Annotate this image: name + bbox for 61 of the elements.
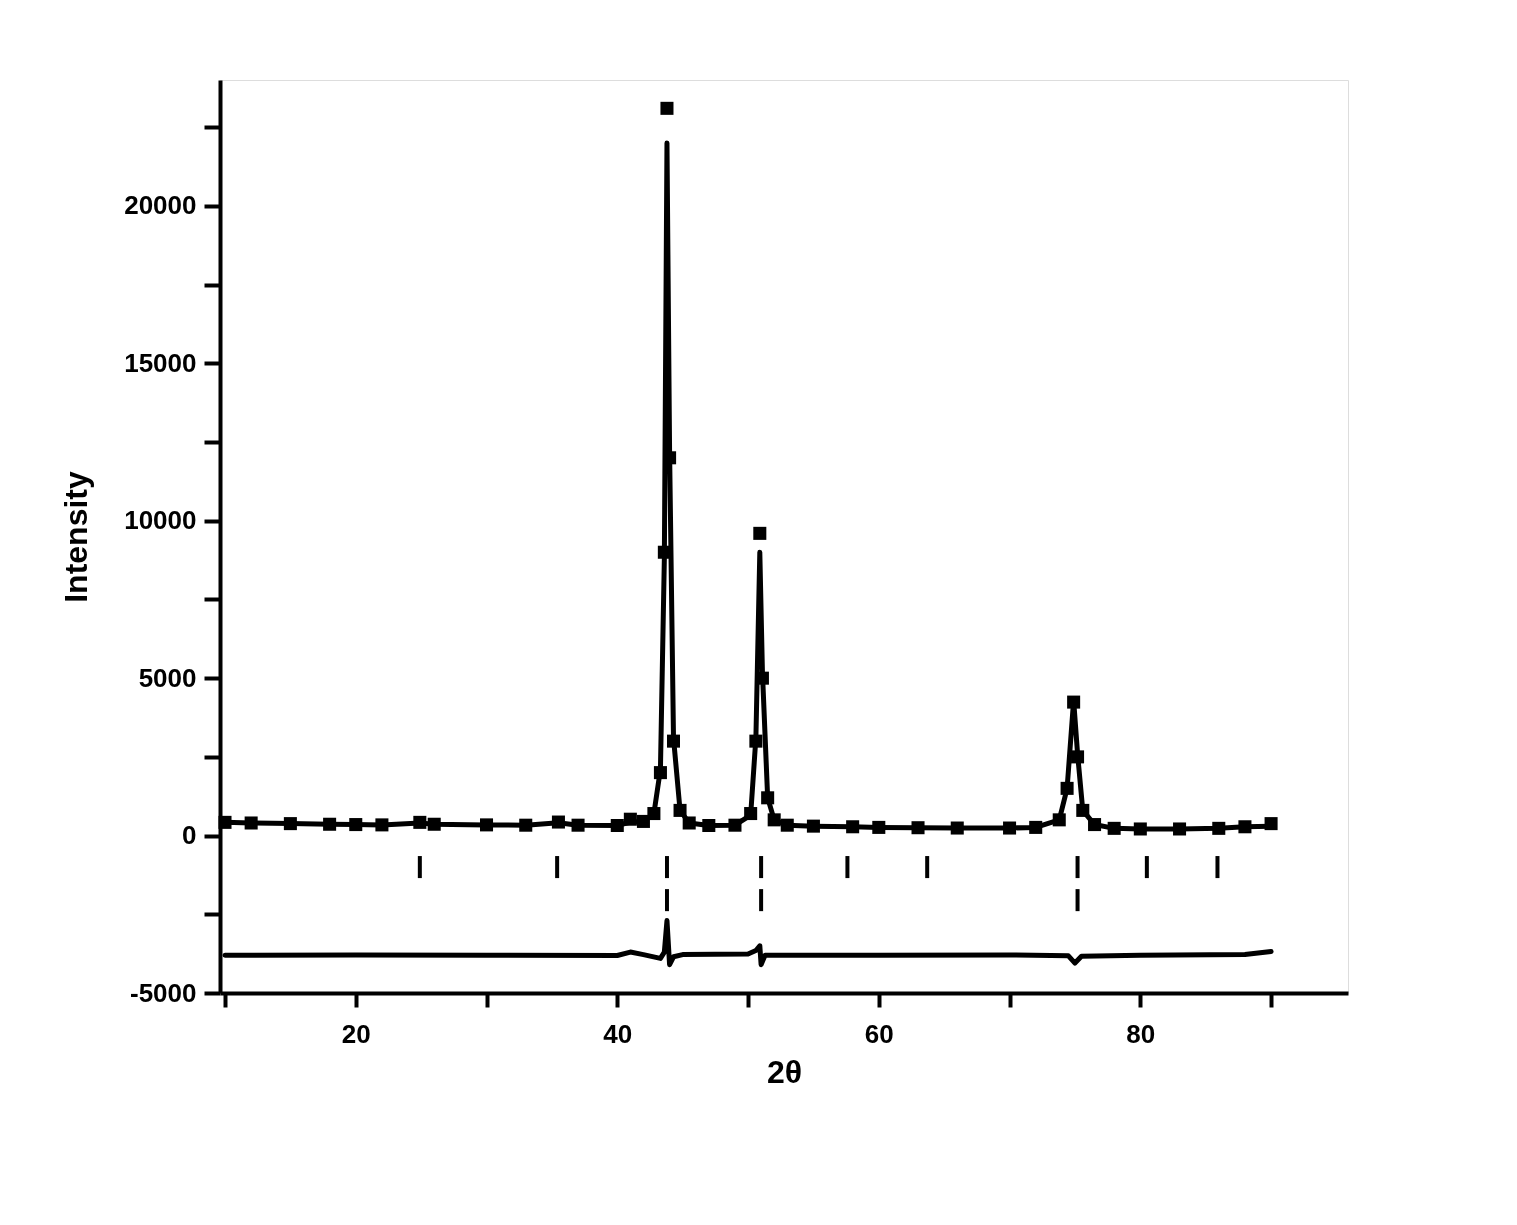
point (480, 818, 494, 832)
point (1088, 818, 1102, 832)
y-tick-label: 15000 (124, 347, 197, 378)
point (806, 819, 820, 833)
point (623, 812, 637, 826)
point (283, 817, 297, 831)
point (673, 803, 687, 817)
y-tick-label: -5000 (130, 977, 197, 1008)
point (1264, 817, 1278, 831)
point (660, 101, 674, 115)
point (767, 813, 781, 827)
point (375, 818, 389, 832)
point (744, 807, 758, 821)
point (1212, 821, 1226, 835)
point (666, 734, 681, 748)
x-tick-label: 20 (341, 1018, 371, 1049)
point (1052, 813, 1066, 827)
point (413, 815, 427, 829)
point (761, 791, 775, 805)
point (950, 821, 964, 835)
y-tick-label: 0 (182, 820, 197, 851)
x-tick-label: 80 (1126, 1018, 1156, 1049)
point (753, 526, 767, 540)
point (1076, 803, 1090, 817)
point (244, 816, 258, 830)
point (1173, 822, 1187, 836)
y-axis-title: Intensity (58, 471, 95, 603)
point (1133, 822, 1147, 836)
point (728, 818, 742, 832)
point (749, 734, 763, 748)
point (427, 817, 441, 831)
point (1238, 820, 1252, 834)
point (702, 818, 716, 833)
point (519, 818, 533, 832)
point (682, 816, 696, 830)
point (780, 818, 794, 832)
point (551, 815, 565, 829)
point (218, 815, 232, 829)
x-axis-title: 2θ (766, 1053, 803, 1090)
point (349, 818, 363, 832)
point (846, 820, 860, 834)
point (657, 545, 671, 559)
point (636, 814, 650, 828)
point (653, 766, 667, 780)
y-tick-label: 5000 (138, 662, 197, 693)
point (610, 818, 624, 833)
point (1003, 821, 1017, 835)
y-tick-label: 20000 (124, 190, 197, 221)
point (571, 818, 585, 832)
point (1060, 781, 1074, 795)
point (1029, 820, 1043, 834)
point (1067, 695, 1081, 709)
point (1071, 750, 1085, 764)
point (323, 817, 337, 831)
x-tick-label: 40 (603, 1018, 633, 1049)
x-tick-label: 60 (864, 1018, 894, 1049)
y-tick-label: 10000 (124, 505, 197, 536)
point (872, 820, 886, 834)
point (1107, 821, 1121, 835)
point (911, 821, 925, 835)
point (647, 807, 661, 821)
